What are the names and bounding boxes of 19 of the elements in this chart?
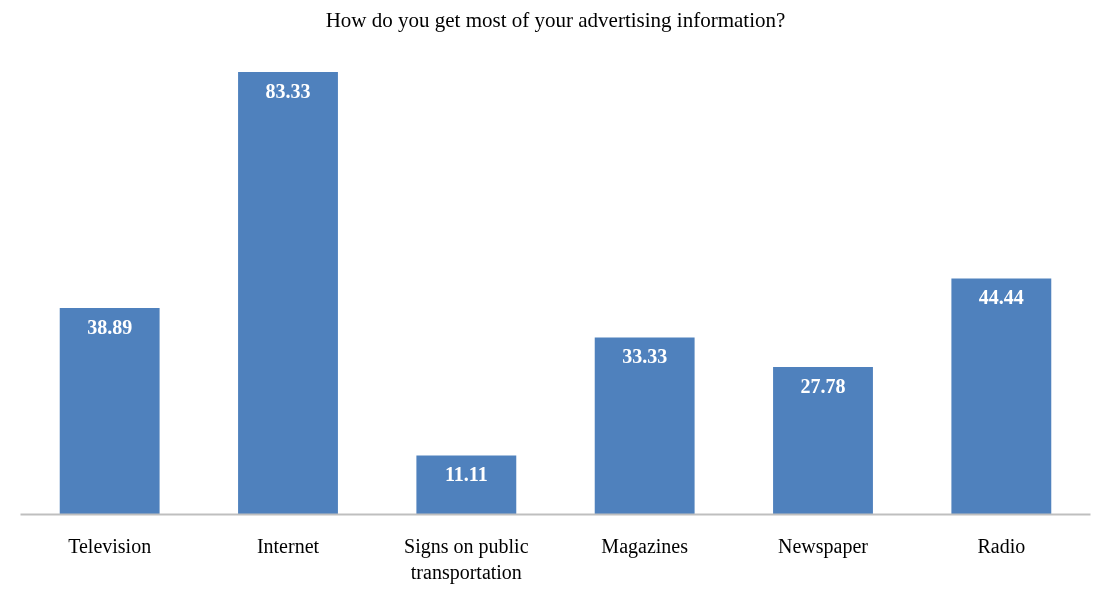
bar bbox=[59, 307, 160, 515]
x-tick-label: Radio bbox=[977, 534, 1026, 557]
bar bbox=[773, 366, 873, 515]
data-label: 33.33 bbox=[622, 345, 668, 368]
x-tick-label: Internet bbox=[256, 534, 320, 557]
data-label: 11.11 bbox=[444, 463, 488, 486]
x-tick-label: Magazines bbox=[601, 534, 689, 558]
bar bbox=[238, 71, 338, 515]
chart-title: How do you get most of your advertising information? bbox=[325, 7, 786, 32]
data-label: 38.89 bbox=[87, 315, 133, 338]
data-label: 44.44 bbox=[978, 286, 1024, 309]
data-label: 27.78 bbox=[800, 374, 846, 397]
bar bbox=[416, 455, 517, 515]
bar bbox=[594, 337, 695, 515]
x-tick-label: Newspaper bbox=[778, 534, 869, 558]
data-label: 83.33 bbox=[265, 79, 311, 102]
x-tick-label: Signs on public transportation bbox=[404, 534, 529, 584]
x-tick-label: Television bbox=[68, 534, 152, 557]
bar bbox=[951, 278, 1052, 515]
